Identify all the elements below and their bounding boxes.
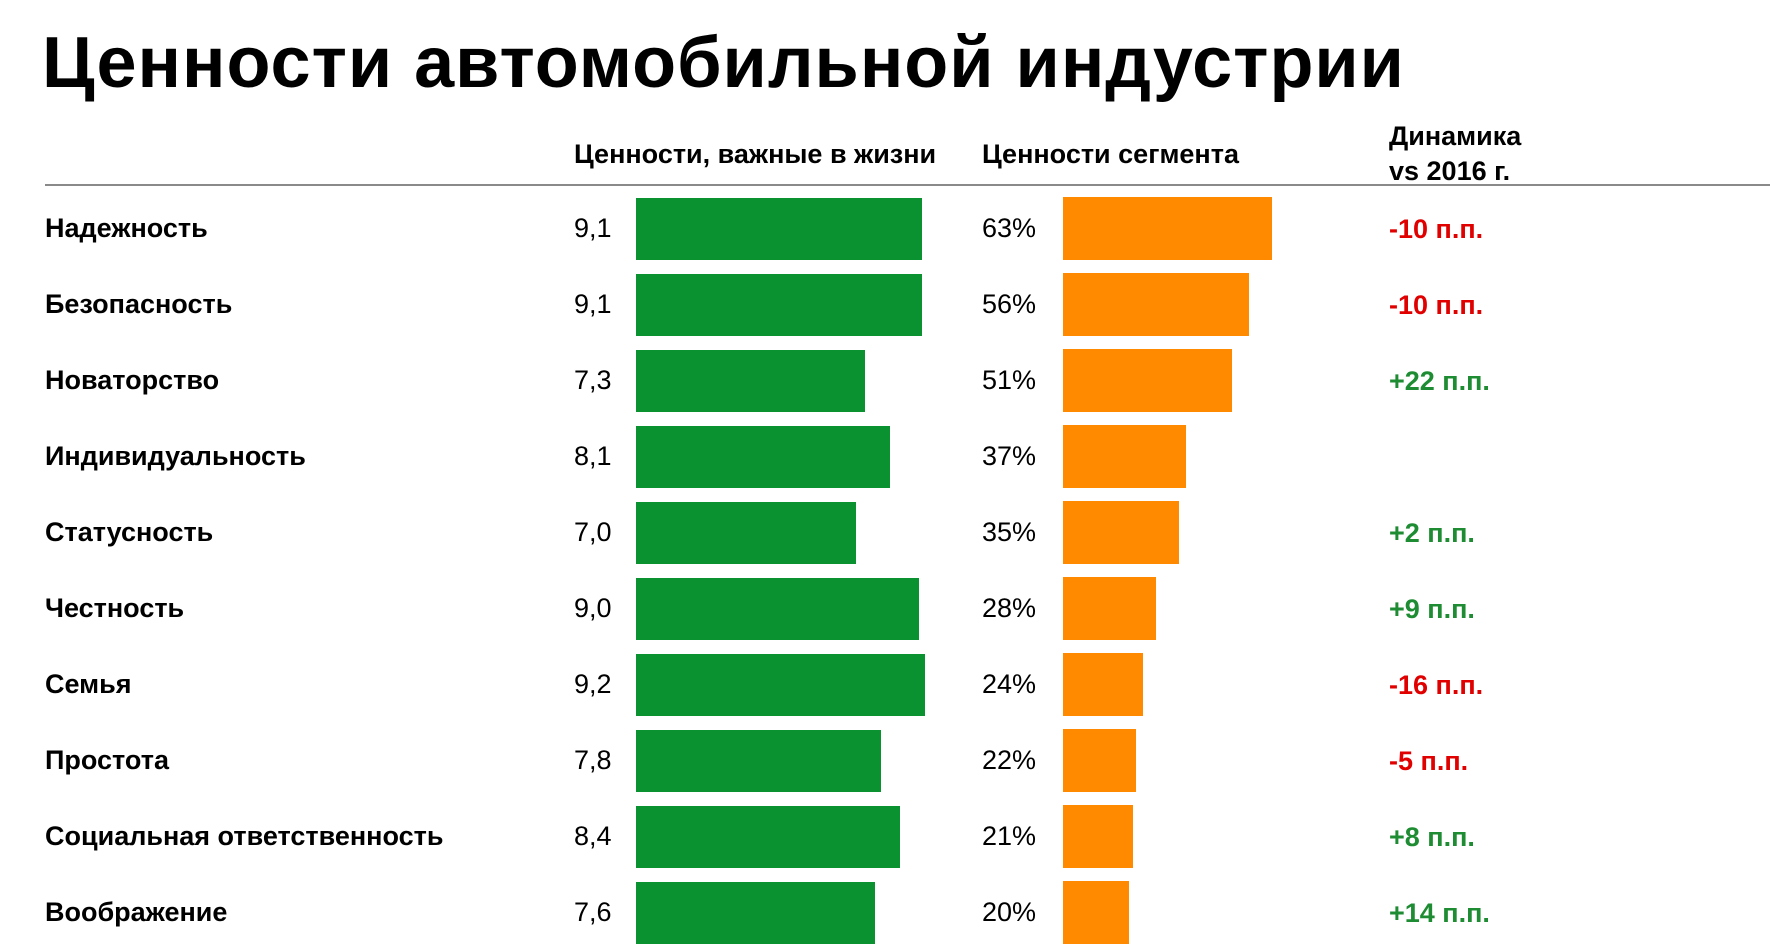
dynamics-label: -10 п.п. — [1389, 290, 1484, 320]
life-value-label: 8,4 — [574, 821, 612, 851]
chart-title: Ценности автомобильной индустрии — [42, 23, 1405, 103]
category-label: Честность — [45, 593, 185, 623]
dynamics-label: -10 п.п. — [1389, 214, 1484, 244]
segment-bar — [1063, 425, 1186, 488]
life-value-label: 9,1 — [574, 289, 612, 319]
segment-value-label: 51% — [982, 365, 1037, 395]
dynamics-label: -5 п.п. — [1389, 746, 1469, 776]
life-value-label: 7,0 — [574, 517, 612, 547]
life-value-label: 9,0 — [574, 593, 612, 623]
segment-bar — [1063, 881, 1130, 944]
segment-value-label: 22% — [982, 745, 1037, 775]
dynamics-label: +14 п.п. — [1389, 898, 1490, 928]
life-value-label: 7,3 — [574, 365, 612, 395]
life-bar — [636, 578, 919, 640]
life-bar — [636, 198, 922, 260]
segment-value-label: 35% — [982, 517, 1037, 547]
chart-row: Социальная ответственность 8,4 21% +8 п.п. — [0, 799, 1770, 875]
segment-value-label: 24% — [982, 669, 1037, 699]
life-value-label: 7,6 — [574, 897, 612, 927]
category-label: Новаторство — [45, 365, 220, 395]
segment-bar — [1063, 729, 1137, 792]
header-divider — [45, 184, 1770, 186]
dynamics-label: +22 п.п. — [1389, 366, 1490, 396]
dynamics-label: +8 п.п. — [1389, 822, 1475, 852]
segment-value-label: 28% — [982, 593, 1037, 623]
segment-bar — [1063, 653, 1143, 716]
column-header-dynamics-year: vs 2016 г. — [1389, 156, 1511, 186]
segment-bar — [1063, 197, 1273, 260]
segment-bar — [1063, 577, 1156, 640]
dynamics-label: +9 п.п. — [1389, 594, 1475, 624]
chart-row: Простота 7,8 22% -5 п.п. — [0, 723, 1770, 799]
category-label: Воображение — [45, 897, 228, 927]
category-label: Семья — [45, 669, 132, 699]
life-bar — [636, 730, 881, 792]
life-bar — [636, 350, 866, 412]
life-value-label: 9,1 — [574, 213, 612, 243]
life-bar — [636, 882, 875, 944]
segment-value-label: 20% — [982, 897, 1037, 927]
segment-bar — [1063, 349, 1233, 412]
segment-value-label: 56% — [982, 289, 1037, 319]
life-bar — [636, 426, 891, 488]
chart-row: Безопасность 9,1 56% -10 п.п. — [0, 267, 1770, 343]
life-value-label: 8,1 — [574, 441, 612, 471]
segment-bar — [1063, 273, 1249, 336]
chart-row: Надежность 9,1 63% -10 п.п. — [0, 191, 1770, 267]
chart-row: Индивидуальность 8,1 37% — [0, 419, 1770, 495]
chart-row: Воображение 7,6 20% +14 п.п. — [0, 875, 1770, 951]
category-label: Социальная ответственность — [45, 821, 444, 851]
segment-bar — [1063, 501, 1180, 564]
column-header-segment: Ценности сегмента — [982, 139, 1239, 169]
category-label: Простота — [45, 745, 169, 775]
life-value-label: 9,2 — [574, 669, 612, 699]
segment-value-label: 37% — [982, 441, 1037, 471]
column-header-dynamics: Динамика — [1389, 121, 1522, 151]
life-bar — [636, 502, 856, 564]
life-bar — [636, 806, 900, 868]
category-label: Безопасность — [45, 289, 233, 319]
life-bar — [636, 654, 925, 716]
segment-value-label: 63% — [982, 213, 1037, 243]
chart-row: Честность 9,0 28% +9 п.п. — [0, 571, 1770, 647]
chart-row: Семья 9,2 24% -16 п.п. — [0, 647, 1770, 723]
category-label: Надежность — [45, 213, 208, 243]
category-label: Статусность — [45, 517, 214, 547]
dynamics-label: -16 п.п. — [1389, 670, 1484, 700]
segment-bar — [1063, 805, 1133, 868]
category-label: Индивидуальность — [45, 441, 306, 471]
life-value-label: 7,8 — [574, 745, 612, 775]
dynamics-label: +2 п.п. — [1389, 518, 1475, 548]
column-header-life: Ценности, важные в жизни — [574, 139, 937, 169]
segment-value-label: 21% — [982, 821, 1037, 851]
chart-row: Новаторство 7,3 51% +22 п.п. — [0, 343, 1770, 419]
chart-row: Статусность 7,0 35% +2 п.п. — [0, 495, 1770, 571]
life-bar — [636, 274, 922, 336]
